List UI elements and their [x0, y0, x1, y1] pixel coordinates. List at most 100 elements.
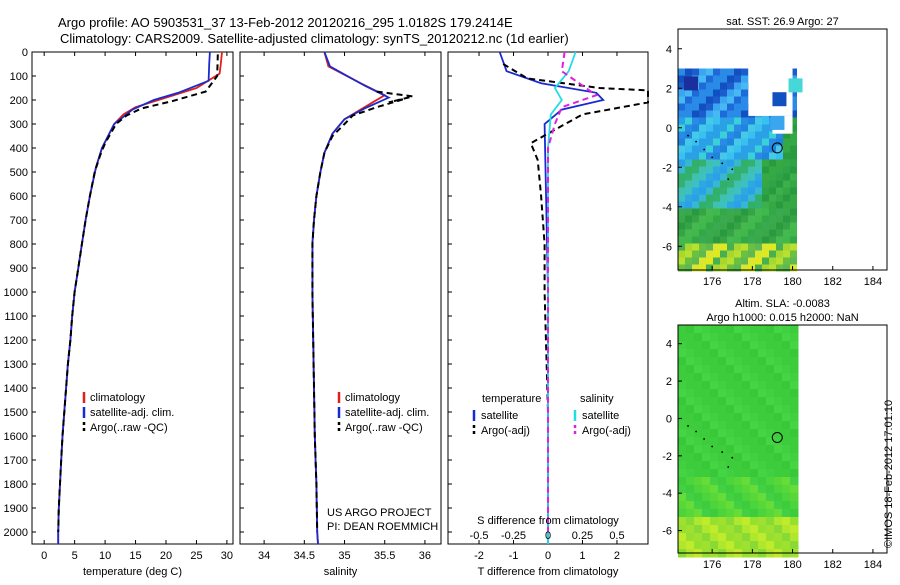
map-2-field-cell	[694, 485, 703, 494]
map-1-field-cell	[713, 138, 720, 146]
map-1-field-cell	[762, 124, 769, 132]
map-1-field-cell	[713, 117, 720, 125]
map-1-field-cell	[727, 222, 734, 230]
map-1-field-cell	[699, 124, 706, 132]
panel-3-xtick-label: -2	[474, 550, 484, 562]
map-2-field-cell	[734, 501, 743, 510]
map-2-field-cell	[726, 437, 735, 446]
map-1-field-cell	[727, 124, 734, 132]
map-1-field-cell	[790, 187, 797, 195]
map-1-field-cell	[713, 173, 720, 181]
map-2-field-cell	[758, 325, 767, 334]
map-2-field-cell	[710, 333, 719, 342]
map-1-field-cell	[776, 229, 783, 237]
map-2-subtitle: Argo h1000: 0.015 h2000: NaN	[706, 312, 858, 324]
map-1-field-cell	[748, 159, 755, 167]
map-2-field-cell	[702, 397, 711, 406]
map-1-field-cell	[741, 208, 748, 216]
panel-3-legend-heading: temperature	[482, 393, 541, 405]
map-2-field-cell	[686, 541, 695, 550]
map-1-field-cell	[762, 250, 769, 258]
map-1-field-cell	[685, 236, 692, 244]
map-2-field-cell	[726, 341, 735, 350]
map-2-field-cell	[710, 389, 719, 398]
map-2-field-cell	[790, 405, 799, 414]
map-2-field-cell	[750, 461, 759, 470]
map-2-field-cell	[790, 429, 799, 438]
map-2-field-cell	[726, 429, 735, 438]
map-1-field-cell	[727, 208, 734, 216]
panel-1-ytick-label: 1000	[4, 287, 28, 299]
map-2-field-cell	[758, 357, 767, 366]
map-1-field-cell	[713, 187, 720, 195]
map-1-coast-dot	[695, 140, 697, 143]
map-2-field-cell	[734, 381, 743, 390]
map-1-field-cell	[720, 222, 727, 230]
panel-2-series-line	[311, 51, 391, 545]
map-1-field-cell	[727, 180, 734, 188]
map-2-field-cell	[734, 453, 743, 462]
map-2-field-cell	[774, 517, 783, 526]
map-2-field-cell	[790, 525, 799, 534]
map-2-field-cell	[686, 325, 695, 334]
map-1-field-cell	[713, 152, 720, 160]
map-1-field-cell	[741, 173, 748, 181]
map-1-field-cell	[734, 117, 741, 125]
map-1-field-cell	[678, 208, 685, 216]
map-2-field-cell	[694, 365, 703, 374]
map-2-field-cell	[774, 413, 783, 422]
map-1-field-cell	[699, 180, 706, 188]
map-1-field-cell	[727, 250, 734, 258]
map-1-coast-dot	[711, 156, 714, 159]
map-1-field-cell	[699, 96, 706, 104]
map-2-field-cell	[750, 541, 759, 550]
map-2-field-cell	[782, 341, 791, 350]
map-1-field-cell	[734, 208, 741, 216]
map-1-field-cell	[713, 222, 720, 230]
panel-3-xtick-label: 2	[614, 550, 620, 562]
map-1-field-cell	[734, 138, 741, 146]
map-1-field-cell	[741, 201, 748, 209]
map-2-field-cell	[774, 533, 783, 542]
panel-1-xlabel: temperature (deg C)	[83, 566, 182, 578]
map-1-field-cell	[769, 166, 776, 174]
panel-2-legend-label: Argo(..raw -QC)	[345, 422, 423, 434]
map-1-field-cell	[776, 264, 783, 272]
map-2-field-cell	[790, 461, 799, 470]
map-2-field-cell	[782, 541, 791, 550]
map-2-field-cell	[678, 517, 687, 526]
panel-1-ytick-label: 1900	[4, 503, 28, 515]
map-1-field-cell	[748, 131, 755, 139]
map-1-field-cell	[734, 89, 741, 97]
map-2-field-cell	[758, 461, 767, 470]
map-1-field-cell	[699, 229, 706, 237]
map-1-field-cell	[678, 264, 685, 272]
map-1-field-cell	[741, 82, 748, 90]
map-1-field-cell	[734, 96, 741, 104]
map-1-field-cell	[769, 159, 776, 167]
panel-1-ytick-label: 1300	[4, 359, 28, 371]
map-1-field-cell	[769, 257, 776, 265]
map-1-field-cell	[699, 68, 706, 76]
map-2-field-cell	[678, 373, 687, 382]
map-1-field-cell	[776, 201, 783, 209]
map-1-field-cell	[769, 152, 776, 160]
map-1-field-cell	[685, 173, 692, 181]
map-2-field-cell	[734, 333, 743, 342]
panel-1-ytick-label: 1700	[4, 455, 28, 467]
map-1-field-cell	[776, 208, 783, 216]
map-2-field-cell	[734, 485, 743, 494]
map-1-field-cell	[741, 215, 748, 223]
map-2-field-cell	[766, 453, 775, 462]
map-2-field-cell	[790, 509, 799, 518]
map-1-field-cell	[678, 215, 685, 223]
map-2-field-cell	[710, 461, 719, 470]
map-2-field-cell	[710, 517, 719, 526]
map-2-field-cell	[702, 501, 711, 510]
map-2-field-cell	[710, 485, 719, 494]
map-1-field-cell	[783, 201, 790, 209]
map-1-field-cell	[706, 229, 713, 237]
map-2-field-cell	[686, 405, 695, 414]
map-2-field-cell	[750, 485, 759, 494]
map-2-field-cell	[678, 493, 687, 502]
